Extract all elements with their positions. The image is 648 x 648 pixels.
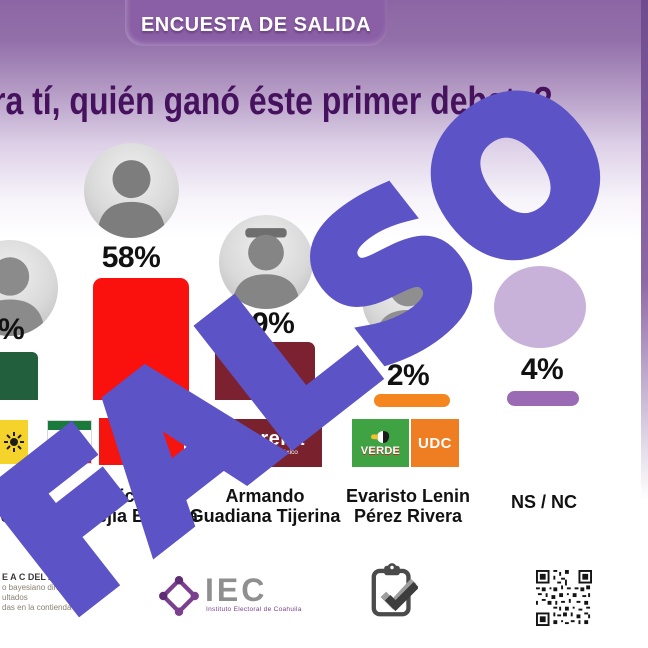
sun-icon bbox=[4, 432, 24, 452]
pri-green-stripe bbox=[48, 421, 91, 430]
pri-red-stripe bbox=[48, 454, 91, 463]
candidate-2-photo bbox=[84, 143, 179, 238]
candidate-1-name: Manolo Jiménez Salinas bbox=[0, 486, 88, 526]
candidate-4-name: Evaristo Lenin Pérez Rivera bbox=[336, 486, 480, 526]
candidate-3-bar bbox=[215, 342, 315, 400]
udc-party-logo: UDC bbox=[411, 419, 459, 467]
candidate-4-bar bbox=[374, 394, 450, 407]
verde-party-logo: VERDE bbox=[352, 419, 409, 467]
banner-label: ENCUESTA DE SALIDA bbox=[140, 14, 372, 36]
pri-label: PRI bbox=[57, 434, 82, 450]
pt-star-icon: ★ bbox=[133, 442, 150, 461]
udc-label: UDC bbox=[418, 434, 452, 452]
iec-acronym: IEC bbox=[205, 572, 268, 608]
candidate-4-photo bbox=[362, 253, 454, 345]
candidate-4-name-line1: Evaristo Lenin bbox=[345, 486, 471, 506]
disclaimer-line4: das en la contienda bbox=[2, 603, 72, 612]
page-title: ra tí, quién ganó éste primer debate? bbox=[0, 80, 553, 123]
candidate-2-name-line1: Ricardo bbox=[106, 486, 174, 506]
morena-label: morena bbox=[229, 428, 305, 450]
clipboard-check-icon bbox=[371, 563, 418, 617]
candidate-1-bar bbox=[0, 352, 38, 400]
nsnc-bar bbox=[507, 391, 579, 406]
nsnc-percent: 4% bbox=[520, 353, 564, 386]
pt-party-logo: ★ bbox=[99, 418, 184, 465]
nsnc-label-text: NS / NC bbox=[510, 492, 577, 512]
nsnc-placeholder-circle bbox=[494, 266, 586, 348]
toucan-icon bbox=[370, 431, 389, 443]
person-silhouette-icon bbox=[97, 160, 166, 238]
candidate-2-percent: 58% bbox=[101, 241, 161, 274]
right-edge-purple-strip bbox=[641, 0, 648, 500]
banner-pill: ENCUESTA DE SALIDA bbox=[125, 0, 387, 46]
candidate-3-name: Armando Guadiana Tijerina bbox=[177, 486, 353, 526]
prd-party-logo bbox=[0, 420, 28, 464]
candidate-3-name-line1: Armando bbox=[225, 486, 305, 506]
person-silhouette-icon bbox=[0, 257, 45, 336]
candidate-3-name-line2: Guadiana Tijerina bbox=[189, 506, 341, 526]
morena-party-logo: morena esperanza de México bbox=[212, 419, 322, 467]
person-silhouette-icon bbox=[374, 269, 442, 345]
candidate-2-bar bbox=[93, 278, 189, 400]
candidate-4-percent: 2% bbox=[386, 359, 430, 392]
person-silhouette-icon bbox=[232, 228, 300, 309]
candidate-1-name-line1: Manolo bbox=[0, 486, 50, 506]
verde-label: VERDE bbox=[360, 445, 401, 457]
candidate-2-name-line2: Mejía Berdeja bbox=[81, 506, 199, 526]
disclaimer-line3: ultados bbox=[2, 593, 28, 602]
qr-code bbox=[536, 570, 592, 626]
iec-diamond-icon bbox=[159, 576, 199, 616]
candidate-3-percent: 19% bbox=[235, 307, 295, 340]
candidate-4-name-line2: Pérez Rivera bbox=[353, 506, 463, 526]
candidate-3-photo bbox=[219, 215, 313, 309]
candidate-1-name-line2: Jiménez Salinas bbox=[0, 506, 88, 526]
disclaimer-line1: E A C DEL 2023. bbox=[2, 572, 71, 582]
disclaimer-line2: o bayesiano dinámico bbox=[2, 583, 80, 592]
nsnc-label: NS / NC bbox=[488, 492, 600, 512]
candidate-2-name: Ricardo Mejía Berdeja bbox=[68, 486, 212, 526]
methodology-disclaimer: E A C DEL 2023. o bayesiano dinámico ult… bbox=[2, 572, 162, 613]
morena-sublabel: esperanza de México bbox=[236, 449, 298, 456]
iec-logo: IEC Instituto Electoral de Coahuila bbox=[158, 573, 308, 621]
candidate-1-percent: % bbox=[0, 313, 25, 346]
pri-party-logo: PRI bbox=[47, 420, 92, 464]
iec-tagline: Instituto Electoral de Coahuila bbox=[206, 606, 302, 613]
